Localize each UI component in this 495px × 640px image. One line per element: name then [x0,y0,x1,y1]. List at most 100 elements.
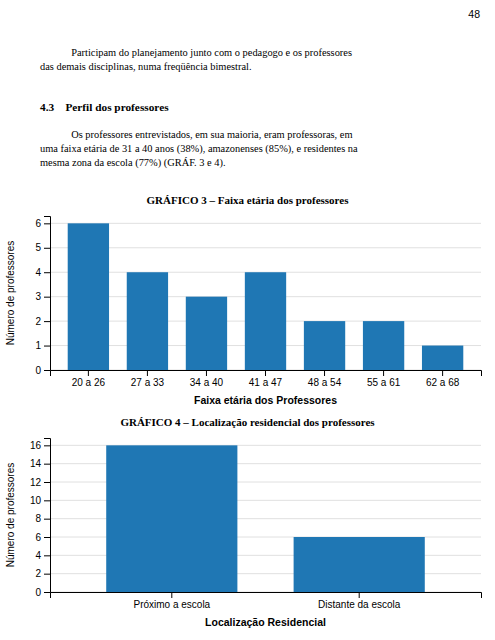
y-tick: 0 [35,587,50,598]
y-tick-label: 3 [35,291,41,302]
x-tick: 27 a 33 [131,370,165,388]
x-axis-title: Localização Residencial [205,616,326,628]
y-tick-mark [44,346,50,347]
x-tick-mark [324,370,325,376]
x-tick-mark [383,370,384,376]
y-tick-mark [44,500,50,501]
y-tick-mark [44,272,50,273]
x-tick-label: 34 a 40 [190,377,224,388]
x-tick: 41 a 47 [249,370,283,388]
y-tick-label: 4 [35,267,41,278]
x-tick-mark [147,370,148,376]
y-tick-mark [44,248,50,249]
y-tick-label: 2 [35,316,41,327]
x-tick: 62 a 68 [426,370,460,388]
bars [68,223,464,370]
bar [294,537,425,592]
y-tick: 4 [35,267,50,278]
x-tick-mark [265,370,266,376]
y-tick-label: 0 [35,587,41,598]
grid-line [50,247,481,248]
x-tick: 48 a 54 [308,370,342,388]
bar [245,272,286,370]
y-tick-mark [44,555,50,556]
y-tick: 5 [35,242,50,253]
y-axis-line [44,217,51,371]
bar [304,321,345,370]
y-tick: 3 [35,291,50,302]
x-tick-label: 41 a 47 [249,377,283,388]
grid [50,223,481,370]
x-tick-mark [206,370,207,376]
y-tick-mark [44,445,50,446]
y-tick-label: 8 [35,513,41,524]
y-tick-mark [44,297,50,298]
y-tick-mark [44,464,50,465]
plot: 0 2 4 6 8 10 12 14 16 Próximo a escola Distante da… [5,439,482,629]
paragraph: Os professores entrevistados, em sua mai… [40,128,358,170]
y-axis-title: Número de professores [5,463,16,568]
y-tick-label: 0 [35,365,41,376]
y-tick-label: 4 [35,550,41,561]
grid-line [50,223,481,224]
x-tick-label: Próximo a escola [133,599,210,610]
x-tick: 55 a 61 [367,370,401,388]
y-tick-label: 14 [30,458,42,469]
bar [186,297,227,370]
page-number: 48 [468,8,480,20]
x-tick-label: Distante da escola [318,599,401,610]
plot: 0 1 2 3 4 5 6 20 a 26 27 a 33 34 a 40 41 a 47 48 a … [5,217,482,407]
paragraph: Participam do planejamento junto com o p… [40,46,352,74]
y-tick: 1 [35,340,50,351]
x-axis: 20 a 26 27 a 33 34 a 40 41 a 47 48 a 54 55 a … [51,370,482,388]
chart: GRÁFICO 4 – Localização residencial dos … [5,416,482,628]
y-tick-mark [44,574,50,575]
x-tick-label: 48 a 54 [308,377,342,388]
bars [106,445,425,592]
y-tick-label: 16 [30,440,42,451]
bar [422,346,463,370]
y-tick-mark [44,592,50,593]
x-tick-mark [171,592,172,598]
y-tick-mark [44,321,50,322]
y-tick: 0 [35,365,50,376]
x-tick: Próximo a escola [133,592,210,610]
x-tick-mark [359,592,360,598]
y-tick-mark [44,370,50,371]
y-axis: 0 2 4 6 8 10 12 14 16 [30,439,51,598]
x-axis: Próximo a escola Distante da escola [51,592,482,610]
charts: GRÁFICO 3 – Faixa etária dos professores… [0,190,495,634]
y-tick-mark [44,519,50,520]
y-tick: 14 [30,458,50,469]
x-tick: 20 a 26 [72,370,106,388]
y-axis: 0 1 2 3 4 5 6 [35,217,50,376]
x-tick: Distante da escola [318,592,401,610]
y-tick-label: 1 [35,340,41,351]
y-tick-mark [44,223,50,224]
y-tick: 10 [30,495,50,506]
y-tick-mark [44,537,50,538]
x-tick-label: 55 a 61 [367,377,401,388]
y-axis-title: Número de professores [5,241,16,346]
y-tick-label: 6 [35,532,41,543]
y-tick-label: 12 [30,477,42,488]
y-tick-mark [44,482,50,483]
x-tick: 34 a 40 [190,370,224,388]
bar [68,223,109,370]
y-tick-label: 6 [35,218,41,229]
bar [363,321,404,370]
y-tick: 6 [35,218,50,229]
y-tick: 8 [35,513,50,524]
heading: 4.3 Perfil dos professores [40,100,169,114]
y-axis-line [44,439,51,593]
chart-title: GRÁFICO 4 – Localização residencial dos … [120,416,375,428]
x-tick-label: 62 a 68 [426,377,460,388]
chart: GRÁFICO 3 – Faixa etária dos professores… [5,194,482,406]
y-tick-label: 2 [35,568,41,579]
bar [127,272,168,370]
x-axis-title: Faixa etária dos Professores [194,394,337,406]
x-axis-line [51,593,482,599]
grid [50,445,481,592]
y-tick: 2 [35,316,50,327]
y-tick: 2 [35,568,50,579]
